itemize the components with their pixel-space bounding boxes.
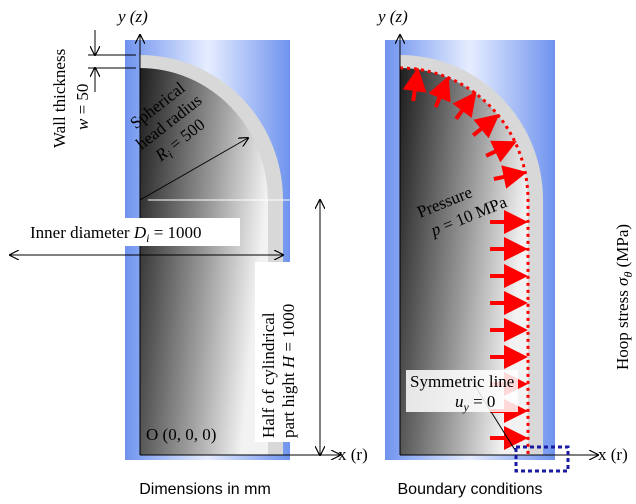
text: y (z) xyxy=(376,7,408,26)
diameter-label: Inner diameter Di = 1000 xyxy=(30,223,202,245)
text: (MPa) xyxy=(613,224,632,272)
axis-label: y (z) xyxy=(116,7,148,26)
height-label: Half of cylindrical xyxy=(259,312,278,438)
wall-label: Wall thickness xyxy=(50,49,69,148)
diagram: y (z) x (r) Wall thickness w = 50 Spheri… xyxy=(0,0,636,504)
text: Half of cylindrical xyxy=(259,312,278,438)
page: {"left_panel": {"axis_y": "y (z)", "axis… xyxy=(0,0,636,504)
text: Dimensions in mm xyxy=(139,481,271,498)
text: Wall thickness xyxy=(50,49,69,148)
text: y (z) xyxy=(116,7,148,26)
text: Inner diameter xyxy=(30,223,134,242)
symmetry-label: uy = 0 xyxy=(455,392,495,414)
axis-label: y (z) xyxy=(376,7,408,26)
caption: Boundary conditions xyxy=(398,481,543,498)
wall-value: w = 50 xyxy=(73,84,92,130)
text: D xyxy=(133,223,147,242)
text: = 1000 xyxy=(279,304,298,356)
height-label: part hight H = 1000 xyxy=(279,304,298,438)
caption: Dimensions in mm xyxy=(139,481,271,498)
text: Symmetric line xyxy=(410,372,514,391)
origin-label: O (0, 0, 0) xyxy=(146,425,216,444)
text: = 1000 xyxy=(149,223,201,242)
text: w xyxy=(73,118,92,130)
axis-label: x (r) xyxy=(338,445,368,464)
axis-label: x (r) xyxy=(598,445,628,464)
text: x (r) xyxy=(598,445,628,464)
text: Hoop stress xyxy=(613,286,632,370)
text: O (0, 0, 0) xyxy=(146,425,216,444)
text: x (r) xyxy=(338,445,368,464)
side-label: Hoop stress σθ (MPa) xyxy=(613,224,635,370)
text: part hight xyxy=(279,368,298,438)
text: u xyxy=(455,392,464,411)
text: = 50 xyxy=(73,84,92,119)
symmetry-label: Symmetric line xyxy=(410,372,514,391)
text: Boundary conditions xyxy=(398,481,543,498)
text: = 0 xyxy=(469,392,496,411)
